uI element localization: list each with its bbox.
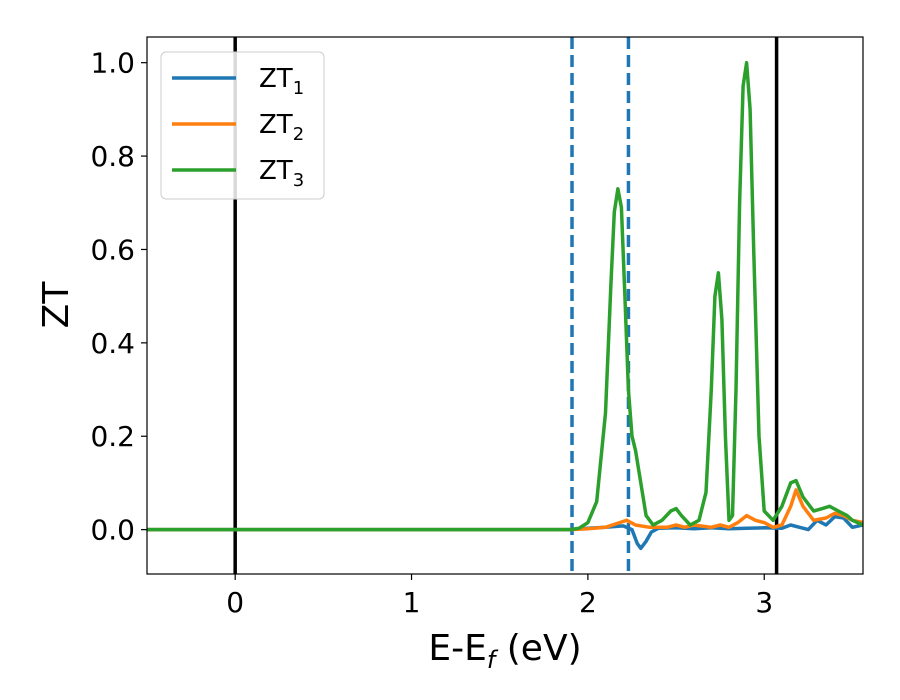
- legend-label: ZT2: [259, 110, 304, 145]
- legend-label-sub: 3: [293, 170, 304, 191]
- y-axis-title: ZT: [36, 281, 77, 329]
- legend-label-main: ZT: [259, 156, 293, 186]
- x-tick-label: 3: [755, 586, 773, 619]
- x-tick-label: 0: [226, 586, 244, 619]
- y-tick-label: 0.4: [90, 327, 135, 360]
- y-tick-label: 0.8: [90, 140, 135, 173]
- legend-entry: ZT2: [172, 110, 304, 145]
- y-tick-label: 0.6: [90, 233, 135, 266]
- plot-frame: [146, 36, 864, 575]
- legend-label: ZT3: [259, 156, 304, 191]
- x-tick-label: 2: [579, 586, 597, 619]
- x-axis: 0 1 2 3: [226, 574, 773, 619]
- legend-entry: ZT1: [172, 64, 304, 99]
- x-axis-title: E-Ef (eV): [428, 628, 581, 674]
- series-line-3: [147, 60, 863, 532]
- y-tick-label: 1.0: [90, 47, 135, 80]
- legend-box: [160, 51, 325, 200]
- y-tick-label: 0.0: [90, 514, 135, 547]
- x-axis-title-main: E-E: [428, 628, 486, 669]
- legend: ZT1 ZT2 ZT3: [160, 51, 325, 200]
- legend-label-sub: 2: [293, 124, 304, 145]
- legend-label-sub: 1: [293, 78, 304, 99]
- series-lines: [147, 60, 863, 551]
- legend-label: ZT1: [259, 64, 304, 99]
- series-line-2: [147, 488, 863, 532]
- legend-label-main: ZT: [259, 64, 293, 94]
- legend-label-main: ZT: [259, 110, 293, 140]
- legend-entry: ZT3: [172, 156, 304, 191]
- y-axis: 0.0 0.2 0.4 0.6 0.8 1.0: [90, 47, 147, 547]
- x-axis-title-unit: (eV): [495, 628, 581, 669]
- x-tick-label: 1: [403, 586, 421, 619]
- y-tick-label: 0.2: [90, 420, 135, 453]
